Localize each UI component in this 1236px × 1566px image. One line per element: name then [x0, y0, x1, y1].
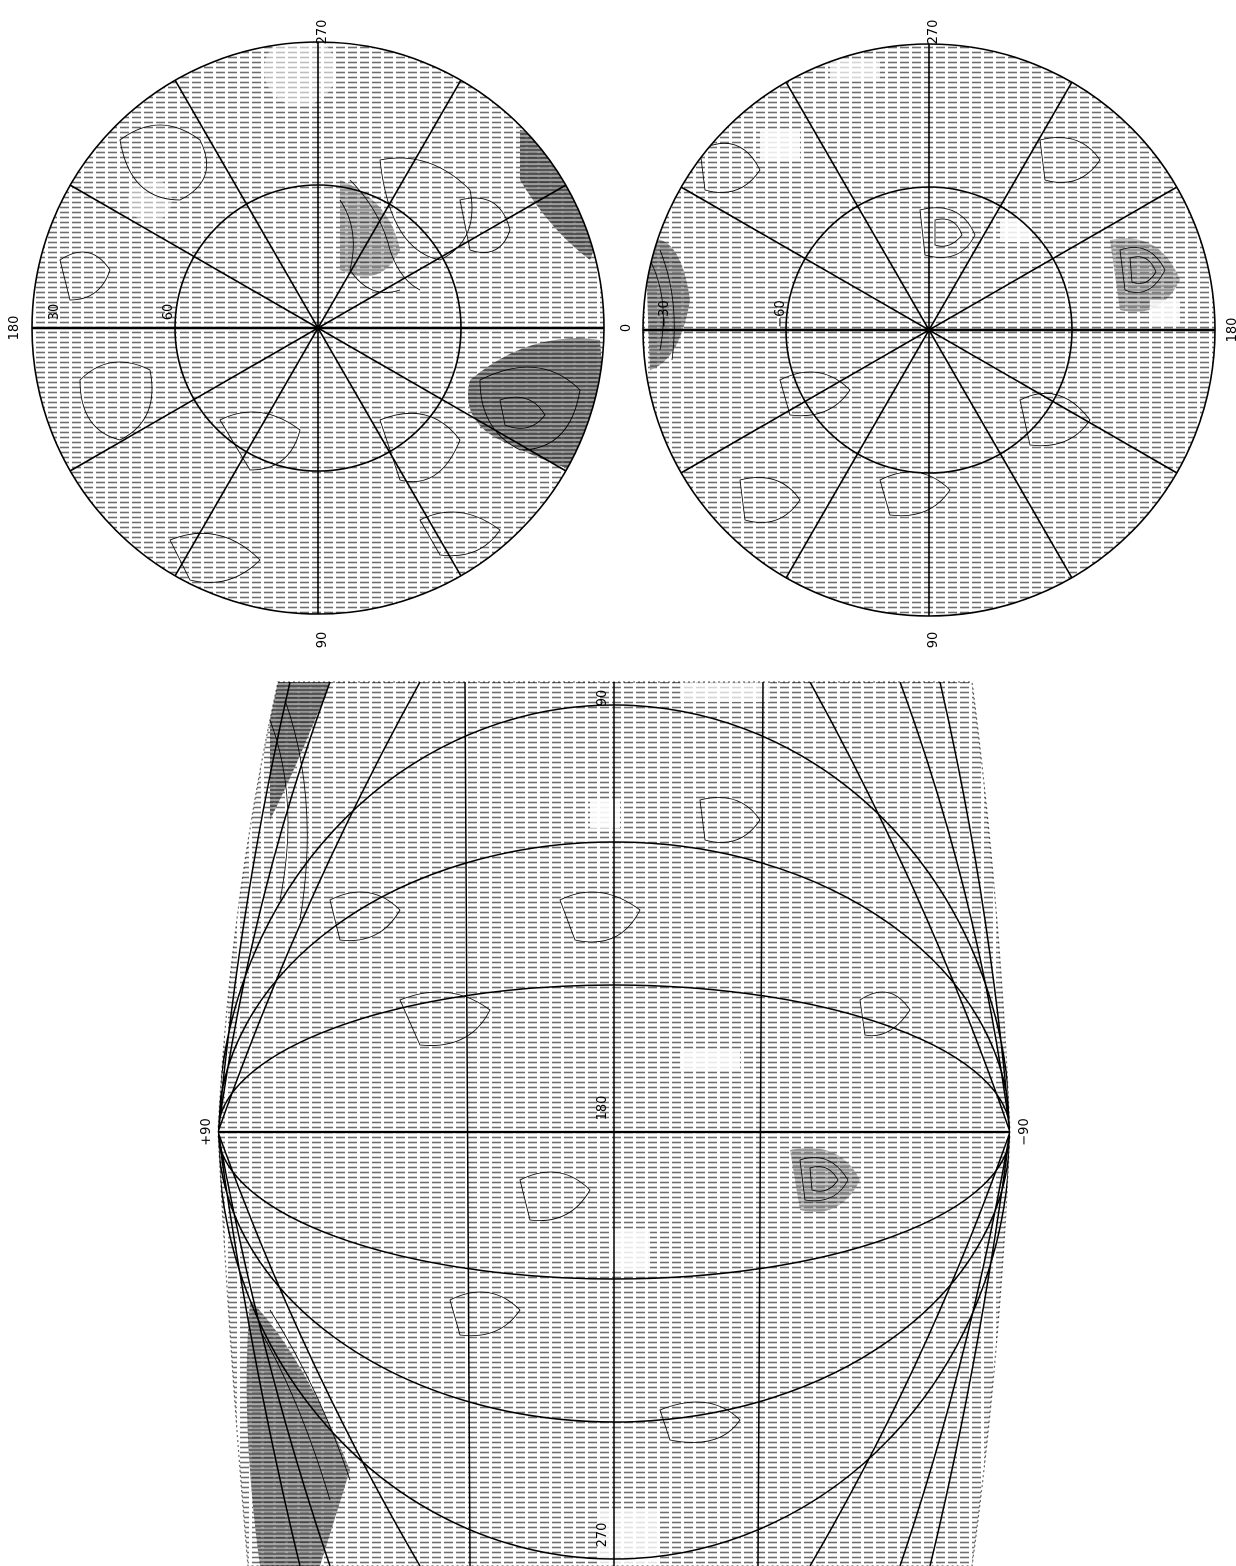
south-label-ring-60: −60 [773, 300, 788, 327]
equatorial-dense-regions [246, 682, 860, 1566]
south-polar-map: 270 180 90 −30 −60 [642, 20, 1236, 649]
south-label-top: 270 [926, 20, 941, 45]
equatorial-label-right: −90 [1017, 1118, 1032, 1145]
south-graticule [642, 43, 1216, 617]
south-label-bottom: 90 [926, 632, 941, 649]
south-dense-regions [645, 60, 1180, 370]
north-label-left: 180 [7, 316, 22, 341]
equatorial-label-center: 180 [595, 1096, 610, 1121]
south-label-right: 180 [1225, 318, 1236, 343]
north-label-ring-60: 60 [161, 304, 176, 321]
north-contours [59, 124, 581, 583]
north-label-ring-30: 30 [47, 304, 62, 321]
north-polar-map: 270 180 0 90 30 60 [7, 20, 634, 649]
equatorial-map: +90 −90 90 180 270 [199, 681, 1032, 1566]
north-label-top: 270 [315, 20, 330, 45]
south-contours [649, 137, 1166, 523]
south-label-ring-30: −30 [657, 300, 672, 327]
equatorial-contours [259, 699, 911, 1501]
equatorial-label-top: 90 [595, 690, 610, 707]
north-label-bottom: 90 [315, 632, 330, 649]
equatorial-label-left: +90 [199, 1118, 214, 1145]
equatorial-label-bottom: 270 [595, 1523, 610, 1548]
equatorial-graticule [218, 682, 1010, 1566]
north-label-right: 0 [619, 324, 634, 332]
north-graticule [31, 41, 605, 615]
